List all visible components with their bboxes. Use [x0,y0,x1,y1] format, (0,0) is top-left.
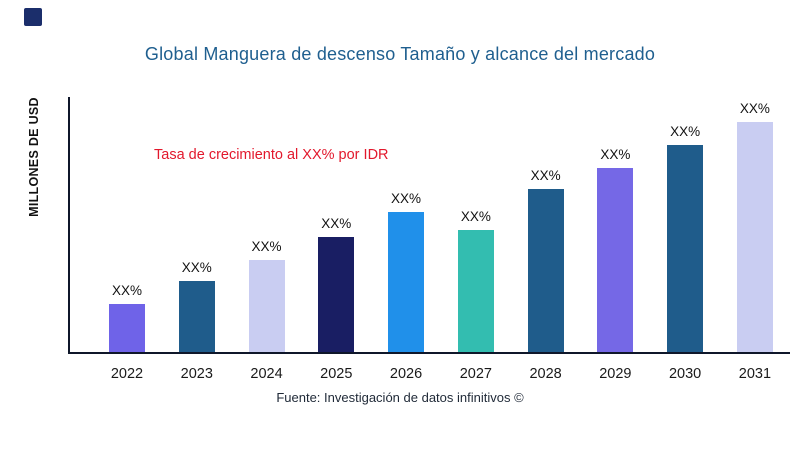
bar-value-label-2031: XX% [739,101,770,116]
bar-2026 [388,211,425,352]
bar-2025 [318,237,355,352]
bar-2029 [597,168,634,352]
chart-title: Global Manguera de descenso Tamaño y alc… [144,44,656,64]
bar-group-2023: XX% 2023 [178,97,215,382]
x-tick-2030: 2030 [668,366,702,382]
x-tick-2028: 2028 [529,366,562,382]
bar-2030 [667,145,704,352]
bar-value-label-2022: XX% [111,282,142,298]
bar-2023 [178,280,215,352]
bar-2028 [527,188,564,352]
bar-group-2022: XX% 2022 [109,97,145,382]
x-tick-2023: 2023 [180,366,213,382]
bar-group-2030: XX% 2030 [667,97,704,382]
bars-container: XX% 2022 XX% 2023 XX% 2024 XX% 2025 XX% 2026 XX% 20… [70,97,790,382]
bar-2024 [248,260,285,352]
plot-area: Tasa de crecimiento al XX% por IDR XX% 20… [68,97,790,382]
bar-group-2031: XX% 2031 [736,97,773,382]
y-axis-label: MILLONES DE USD [27,97,41,217]
bar-group-2029: XX% 2029 [597,97,634,382]
bar-value-label-2024: XX% [251,239,282,254]
bar-value-label-2023: XX% [181,259,212,275]
bar-value-label-2029: XX% [600,147,631,162]
bar-value-label-2028: XX% [530,167,561,183]
bar-value-label-2026: XX% [391,190,422,206]
bar-value-label-2025: XX% [321,216,352,231]
bar-value-label-2030: XX% [670,124,701,139]
x-tick-2031: 2031 [738,366,772,382]
x-tick-2029: 2029 [599,366,632,382]
bar-group-2028: XX% 2028 [527,97,564,382]
x-tick-2024: 2024 [250,366,283,382]
x-tick-2026: 2026 [389,366,423,382]
x-tick-2025: 2025 [320,366,353,382]
bar-2031 [736,122,773,352]
source-attribution: Fuente: Investigación de datos infinitiv… [276,390,524,405]
bar-2022 [109,303,145,352]
bar-group-2027: XX% 2027 [457,97,494,382]
x-tick-2022: 2022 [110,366,144,382]
brand-logo-square [24,8,42,26]
x-tick-2027: 2027 [459,366,492,382]
bar-group-2024: XX% 2024 [248,97,285,382]
bar-group-2026: XX% 2026 [388,97,425,382]
bar-group-2025: XX% 2025 [318,97,355,382]
bar-value-label-2027: XX% [460,209,491,225]
bar-2027 [457,230,494,352]
growth-rate-annotation: Tasa de crecimiento al XX% por IDR [154,147,389,163]
